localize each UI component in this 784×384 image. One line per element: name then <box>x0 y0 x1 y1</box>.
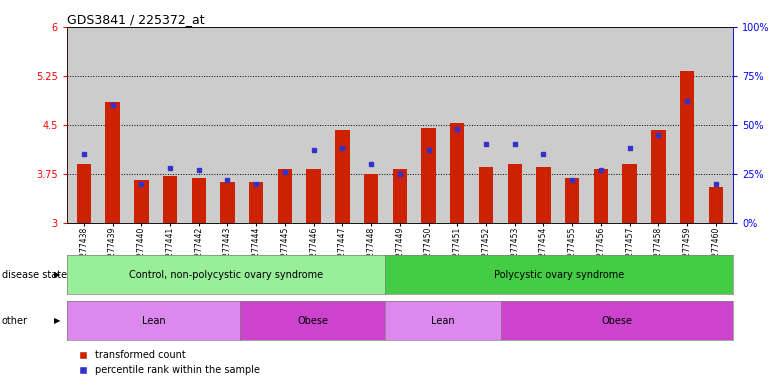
Text: disease state: disease state <box>2 270 67 280</box>
Bar <box>536 167 550 223</box>
Bar <box>307 169 321 223</box>
Bar <box>191 178 206 223</box>
Bar <box>421 128 436 223</box>
Text: ▶: ▶ <box>54 270 60 279</box>
Bar <box>278 169 292 223</box>
Text: GDS3841 / 225372_at: GDS3841 / 225372_at <box>67 13 205 26</box>
Bar <box>163 176 177 223</box>
Bar <box>249 182 263 223</box>
Bar <box>450 124 464 223</box>
Bar <box>652 130 666 223</box>
Bar <box>220 182 234 223</box>
Bar <box>622 164 637 223</box>
Bar <box>680 71 695 223</box>
Text: Lean: Lean <box>142 316 165 326</box>
Bar <box>77 164 91 223</box>
Bar <box>565 178 579 223</box>
Bar <box>393 169 407 223</box>
Text: ▶: ▶ <box>54 316 60 325</box>
Bar <box>134 180 148 223</box>
Bar <box>709 187 723 223</box>
Text: Polycystic ovary syndrome: Polycystic ovary syndrome <box>494 270 624 280</box>
Bar <box>593 169 608 223</box>
Text: Lean: Lean <box>431 316 456 326</box>
Text: other: other <box>2 316 27 326</box>
Bar <box>105 102 120 223</box>
Bar <box>364 174 379 223</box>
Text: Control, non-polycystic ovary syndrome: Control, non-polycystic ovary syndrome <box>129 270 323 280</box>
Legend: transformed count, percentile rank within the sample: transformed count, percentile rank withi… <box>79 351 260 375</box>
Text: Obese: Obese <box>601 316 633 326</box>
Bar <box>479 167 493 223</box>
Text: Obese: Obese <box>297 316 328 326</box>
Bar <box>507 164 522 223</box>
Bar <box>336 130 350 223</box>
